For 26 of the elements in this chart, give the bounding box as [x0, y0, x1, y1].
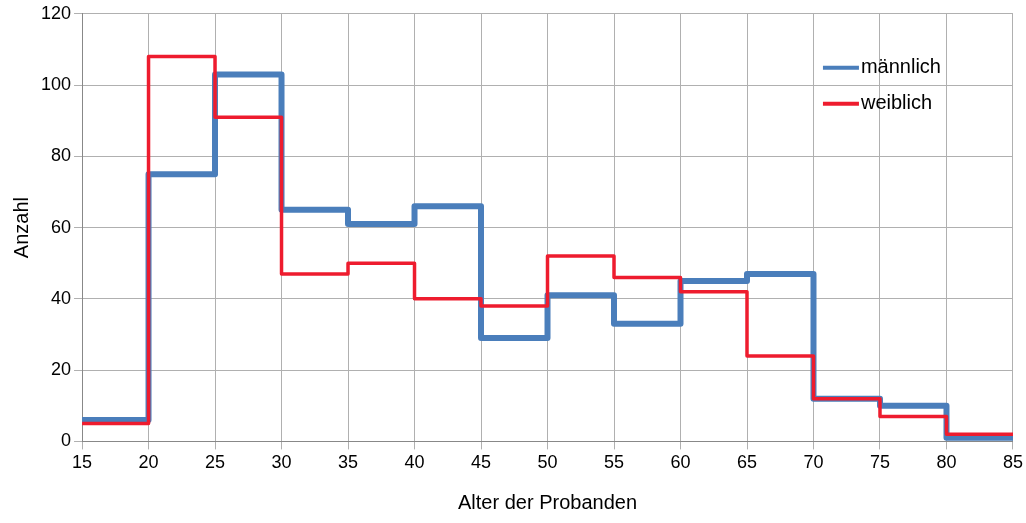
y-tick-label: 40 [51, 287, 72, 308]
x-tick-label: 40 [404, 452, 425, 473]
y-axis-title: Anzahl [9, 197, 32, 259]
x-tick-label: 80 [936, 452, 957, 473]
x-tick-label: 30 [271, 452, 292, 473]
x-tick-label: 45 [471, 452, 492, 473]
x-tick-label: 50 [537, 452, 558, 473]
x-tick-label: 65 [736, 452, 758, 473]
x-axis-title: Alter der Probanden [458, 490, 638, 513]
legend-label: männlich [860, 55, 941, 78]
x-tick-label: 55 [603, 452, 625, 473]
x-tick-label: 20 [138, 452, 159, 473]
y-tick-label: 80 [51, 145, 72, 166]
y-tick-label: 100 [40, 74, 72, 95]
y-tick-label: 0 [61, 430, 72, 451]
x-tick-label: 35 [338, 452, 359, 473]
x-tick-label: 85 [1002, 452, 1023, 473]
y-tick-label: 60 [51, 216, 72, 237]
y-tick-label: 20 [51, 359, 72, 380]
x-tick-label: 75 [869, 452, 891, 473]
x-tick-label: 15 [72, 452, 93, 473]
y-tick-label: 120 [40, 2, 72, 23]
x-tick-label: 25 [205, 452, 226, 473]
x-tick-label: 60 [670, 452, 691, 473]
x-tick-label: 70 [803, 452, 824, 473]
legend-label: weiblich [859, 91, 933, 114]
